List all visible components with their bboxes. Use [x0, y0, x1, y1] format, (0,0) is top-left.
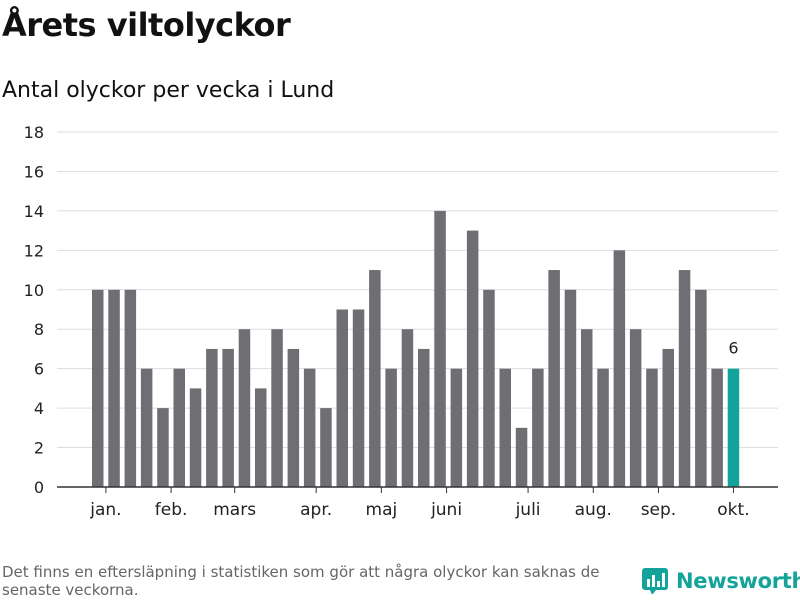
bar: [271, 329, 283, 487]
bar: [287, 348, 300, 487]
bar: [483, 289, 495, 487]
newsworthy-logo-icon: [642, 568, 668, 594]
bar: [173, 368, 185, 487]
brand-name: Newsworthy: [676, 569, 800, 593]
y-axis-ticks: 0 2 4 6 8 10 12 14 16 18: [24, 123, 44, 497]
bar: [711, 368, 723, 487]
y-tick-label: 2: [34, 439, 44, 458]
y-tick-label: 12: [24, 241, 44, 260]
bar: [418, 348, 430, 487]
bar: [303, 368, 316, 487]
bar: [564, 289, 577, 487]
bar: [140, 368, 153, 487]
bar: [222, 348, 234, 487]
bar: [108, 289, 120, 487]
x-tick-label: mars: [213, 500, 256, 520]
y-tick-label: 8: [34, 320, 44, 339]
bar: [466, 230, 479, 487]
y-tick-label: 0: [34, 478, 44, 497]
bar: [597, 368, 609, 487]
bar: [581, 329, 593, 487]
bar: [401, 329, 414, 487]
bar: [255, 388, 267, 487]
bar: [206, 348, 218, 487]
bar: [662, 348, 674, 487]
x-tick-label: sep.: [641, 500, 677, 520]
y-tick-label: 18: [24, 123, 44, 142]
bar: [157, 408, 169, 487]
y-tick-label: 10: [24, 281, 44, 300]
bar: [92, 289, 104, 487]
bar: [515, 427, 528, 487]
bar: [678, 270, 691, 487]
y-tick-label: 14: [24, 202, 44, 221]
bar: [189, 388, 202, 487]
y-tick-label: 4: [34, 399, 44, 418]
x-tick-label: juni: [430, 500, 462, 520]
brand-logo[interactable]: Newsworthy: [642, 568, 800, 594]
bar: [336, 309, 348, 487]
bar: [450, 368, 463, 487]
x-tick-label: apr.: [300, 500, 332, 520]
bar: [385, 368, 397, 487]
x-tick-label: juli: [515, 500, 541, 520]
bars: [92, 210, 740, 487]
highlight-value-label: 6: [728, 339, 738, 358]
chart-title: Årets viltolyckor: [2, 6, 291, 44]
x-axis: jan. feb. mars apr. maj juni juli aug. sep. okt.: [57, 486, 778, 520]
x-tick-label: aug.: [575, 500, 612, 520]
bar: [369, 270, 381, 487]
x-tick-label: jan.: [89, 500, 121, 520]
bar: [695, 289, 707, 487]
bar: [548, 270, 560, 487]
bar: [629, 329, 642, 487]
bar: [320, 408, 332, 487]
x-tick-label: okt.: [717, 500, 749, 520]
bar: [646, 368, 658, 487]
y-tick-label: 16: [24, 162, 44, 181]
bar-chart: 0 2 4 6 8 10 12 14 16 18 6 jan. feb. mars apr. maj jun…: [24, 123, 778, 520]
x-tick-label: feb.: [155, 500, 188, 520]
bar: [238, 329, 251, 487]
bar: [532, 368, 544, 487]
bar: [499, 368, 511, 487]
y-tick-label: 6: [34, 360, 44, 379]
x-tick-label: maj: [366, 500, 398, 520]
bar: [613, 250, 626, 487]
bar: [124, 289, 137, 487]
bar-highlighted: [727, 368, 740, 487]
bar: [434, 210, 446, 487]
gridlines: [57, 131, 778, 449]
chart-subtitle: Antal olyckor per vecka i Lund: [2, 78, 335, 103]
data-labels: 6: [728, 339, 738, 358]
footnote: Det finns en eftersläpning i statistiken…: [2, 563, 600, 599]
bar: [352, 309, 365, 487]
